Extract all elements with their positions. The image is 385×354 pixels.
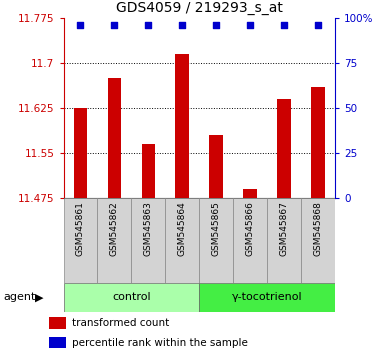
Bar (131, 198, 165, 283)
Point (315, 22, 321, 28)
Text: GSM545867: GSM545867 (280, 201, 289, 256)
Bar (64, 283, 199, 312)
Point (213, 22, 219, 28)
Point (145, 22, 151, 28)
Text: γ-tocotrienol: γ-tocotrienol (232, 292, 302, 302)
Bar (74, 108, 87, 198)
Bar (176, 54, 189, 198)
Bar (165, 198, 199, 283)
Text: GSM545864: GSM545864 (178, 201, 187, 256)
Bar (97, 198, 131, 283)
Bar (233, 198, 267, 283)
Text: ▶: ▶ (35, 292, 43, 302)
Bar (311, 87, 325, 198)
Bar (243, 189, 257, 198)
Bar (49, 337, 66, 348)
Title: GDS4059 / 219293_s_at: GDS4059 / 219293_s_at (116, 1, 283, 15)
Bar (267, 198, 301, 283)
Bar (49, 316, 66, 329)
Text: GSM545868: GSM545868 (313, 201, 323, 256)
Text: transformed count: transformed count (72, 318, 170, 327)
Text: GSM545861: GSM545861 (76, 201, 85, 256)
Text: GSM545865: GSM545865 (212, 201, 221, 256)
Text: control: control (112, 292, 151, 302)
Bar (209, 135, 223, 198)
Bar (64, 198, 97, 283)
Point (179, 22, 185, 28)
Text: GSM545866: GSM545866 (246, 201, 254, 256)
Text: agent: agent (4, 292, 36, 302)
Point (281, 22, 287, 28)
Point (247, 22, 253, 28)
Point (111, 22, 117, 28)
Bar (108, 78, 121, 198)
Text: percentile rank within the sample: percentile rank within the sample (72, 337, 248, 348)
Bar (199, 283, 335, 312)
Text: GSM545863: GSM545863 (144, 201, 153, 256)
Bar (142, 144, 155, 198)
Point (77, 22, 84, 28)
Bar (301, 198, 335, 283)
Bar (277, 99, 291, 198)
Bar (199, 198, 233, 283)
Text: GSM545862: GSM545862 (110, 201, 119, 256)
